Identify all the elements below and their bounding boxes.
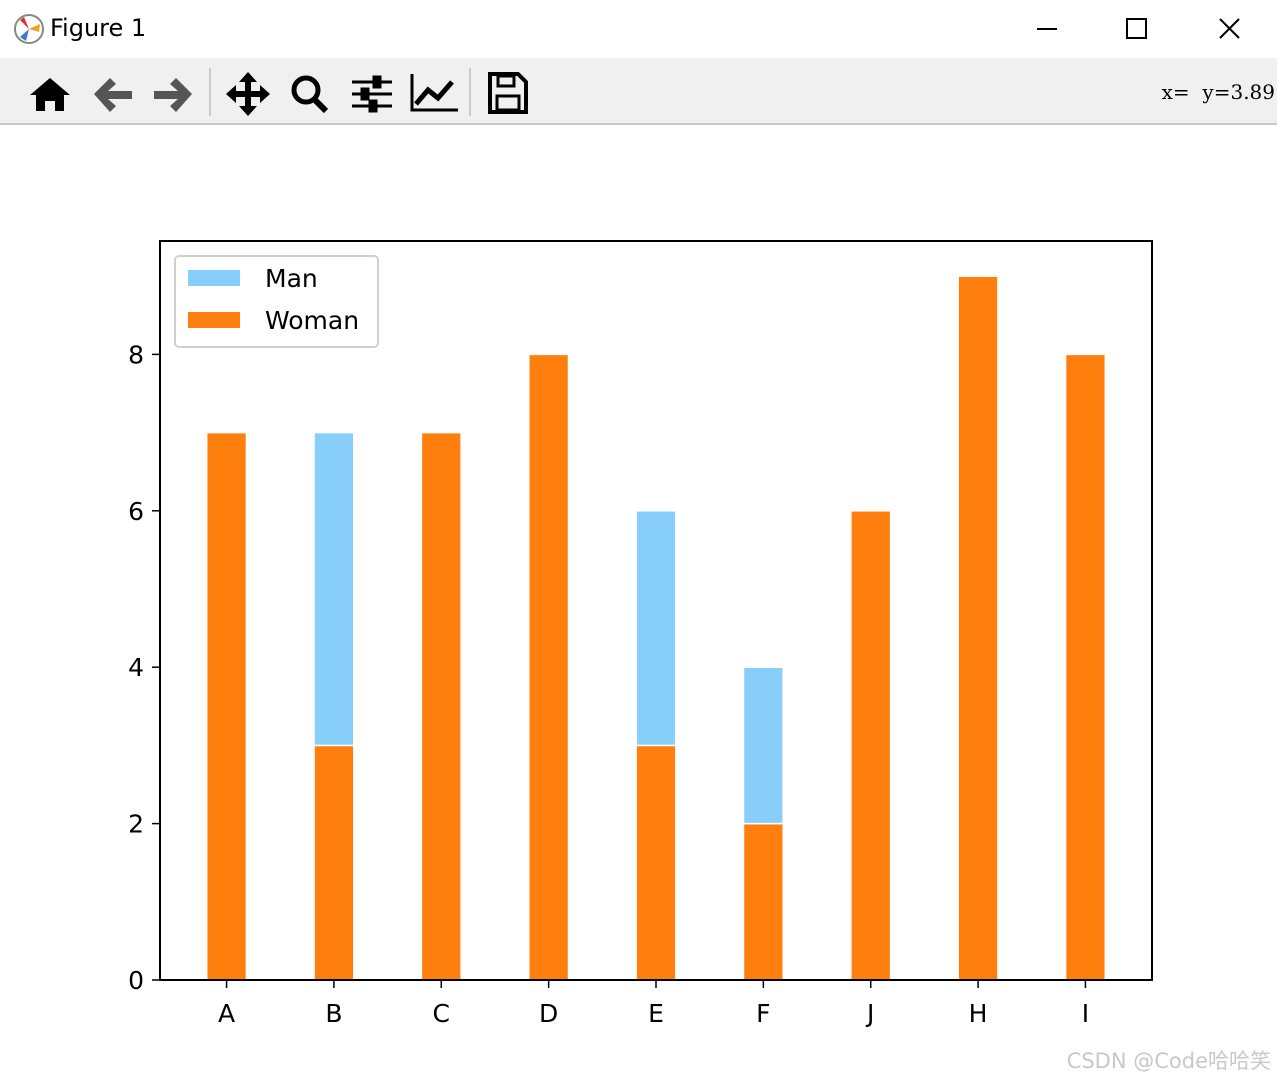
x-tick-label: E (648, 999, 664, 1028)
bar-segment (1064, 353, 1107, 981)
close-button[interactable] (1219, 18, 1240, 39)
bar-segment (635, 510, 677, 747)
x-tick-label: C (433, 999, 450, 1028)
title-bar: Figure 1 (0, 0, 1277, 58)
y-tick-label: 2 (128, 810, 144, 839)
y-tick-label: 0 (128, 966, 144, 995)
axes-frame (159, 240, 1153, 981)
x-tick-label: J (865, 999, 874, 1028)
bar-segment (205, 431, 248, 981)
app-icon (14, 14, 44, 44)
x-tick-label: B (325, 999, 342, 1028)
status-text: x= y=3.89 (1161, 80, 1275, 104)
bar-segment (635, 744, 677, 981)
y-tick-label: 8 (128, 340, 144, 369)
back-button[interactable] (94, 78, 132, 112)
window-title: Figure 1 (50, 14, 147, 42)
axes-button[interactable] (410, 74, 458, 112)
x-tick-label: H (969, 999, 988, 1028)
bar-segment (528, 353, 570, 981)
bar-segment (742, 822, 784, 981)
bar-segment (742, 666, 784, 825)
bar-segment (313, 744, 355, 981)
home-button[interactable] (30, 78, 70, 111)
watermark: CSDN @Code哈哈笑 (1066, 1049, 1271, 1073)
bar-segment (850, 510, 892, 981)
toolbar: x= y=3.89 (0, 58, 1277, 125)
forward-button[interactable] (154, 78, 192, 112)
save-button[interactable] (488, 72, 528, 114)
bar-segment (420, 431, 462, 981)
window-controls (1037, 18, 1240, 39)
y-tick-label: 6 (128, 497, 144, 526)
legend-label: Woman (265, 306, 359, 335)
legend-label: Man (265, 264, 318, 293)
x-tick-label: F (756, 999, 770, 1028)
legend-swatch (188, 312, 240, 328)
y-tick-label: 4 (128, 653, 144, 682)
x-tick-label: D (539, 999, 558, 1028)
chart: A B C D E F J H I 0 2 4 6 8 Man Woman (128, 240, 1153, 1028)
pan-button[interactable] (226, 72, 270, 116)
x-tick-label: A (218, 999, 235, 1028)
x-tick-label: I (1082, 999, 1089, 1028)
legend-swatch (188, 270, 240, 286)
zoom-button[interactable] (291, 75, 329, 114)
configure-button[interactable] (352, 75, 392, 113)
toolbar-icons (30, 68, 528, 116)
bar-segment (313, 431, 355, 747)
bar-segment (957, 275, 999, 981)
maximize-button[interactable] (1126, 18, 1147, 39)
